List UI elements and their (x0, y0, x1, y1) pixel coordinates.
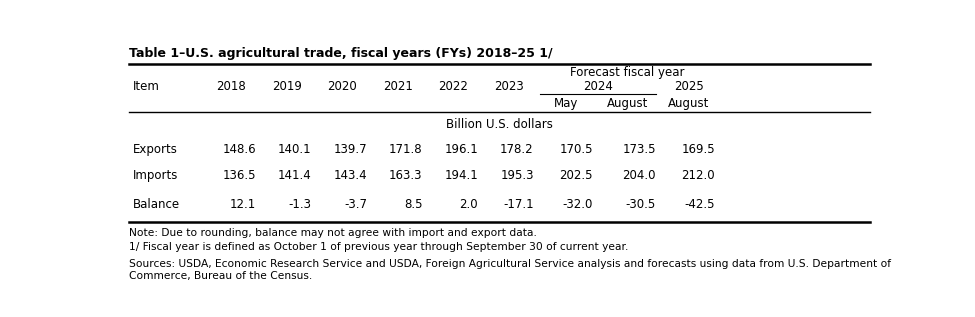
Text: Billion U.S. dollars: Billion U.S. dollars (447, 118, 553, 131)
Text: -1.3: -1.3 (289, 197, 312, 210)
Text: 204.0: 204.0 (622, 170, 656, 183)
Text: -17.1: -17.1 (503, 197, 533, 210)
Text: 148.6: 148.6 (222, 143, 256, 156)
Text: 143.4: 143.4 (333, 170, 367, 183)
Text: 169.5: 169.5 (682, 143, 715, 156)
Text: -32.0: -32.0 (563, 197, 593, 210)
Text: 1/ Fiscal year is defined as October 1 of previous year through September 30 of : 1/ Fiscal year is defined as October 1 o… (130, 242, 629, 252)
Text: 8.5: 8.5 (404, 197, 422, 210)
Text: Exports: Exports (133, 143, 177, 156)
Text: 202.5: 202.5 (560, 170, 593, 183)
Text: 2022: 2022 (439, 80, 468, 94)
Text: -42.5: -42.5 (684, 197, 715, 210)
Text: May: May (554, 97, 578, 110)
Text: 195.3: 195.3 (500, 170, 533, 183)
Text: 136.5: 136.5 (222, 170, 256, 183)
Text: 2019: 2019 (272, 80, 301, 94)
Text: 2023: 2023 (494, 80, 524, 94)
Text: 163.3: 163.3 (389, 170, 422, 183)
Text: 170.5: 170.5 (560, 143, 593, 156)
Text: 2024: 2024 (583, 80, 612, 94)
Text: Note: Due to rounding, balance may not agree with import and export data.: Note: Due to rounding, balance may not a… (130, 229, 537, 238)
Text: Imports: Imports (133, 170, 177, 183)
Text: 139.7: 139.7 (333, 143, 367, 156)
Text: Balance: Balance (133, 197, 179, 210)
Text: 2021: 2021 (383, 80, 412, 94)
Text: 2020: 2020 (328, 80, 357, 94)
Text: August: August (606, 97, 648, 110)
Text: 2.0: 2.0 (459, 197, 478, 210)
Text: -30.5: -30.5 (626, 197, 656, 210)
Text: 12.1: 12.1 (230, 197, 256, 210)
Text: 173.5: 173.5 (622, 143, 656, 156)
Text: 196.1: 196.1 (445, 143, 478, 156)
Text: 140.1: 140.1 (278, 143, 312, 156)
Text: Table 1–U.S. agricultural trade, fiscal years (FYs) 2018–25 1/: Table 1–U.S. agricultural trade, fiscal … (130, 47, 553, 60)
Text: 2018: 2018 (216, 80, 246, 94)
Text: Item: Item (133, 80, 159, 94)
Text: 178.2: 178.2 (500, 143, 533, 156)
Text: Sources: USDA, Economic Research Service and USDA, Foreign Agricultural Service : Sources: USDA, Economic Research Service… (130, 259, 891, 281)
Text: August: August (668, 97, 709, 110)
Text: Forecast fiscal year: Forecast fiscal year (570, 66, 684, 79)
Text: 194.1: 194.1 (445, 170, 478, 183)
Text: 171.8: 171.8 (389, 143, 422, 156)
Text: 212.0: 212.0 (682, 170, 715, 183)
Text: 141.4: 141.4 (278, 170, 312, 183)
Text: -3.7: -3.7 (344, 197, 367, 210)
Text: 2025: 2025 (674, 80, 703, 94)
